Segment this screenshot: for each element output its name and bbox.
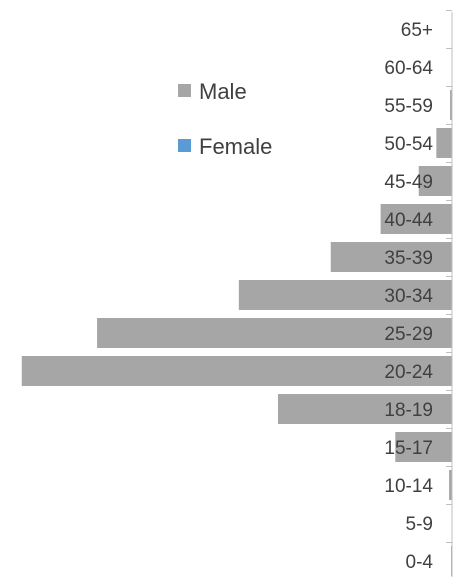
axis-ticks (446, 10, 452, 543)
male-bar-10-14 (449, 470, 452, 500)
male-bar-25-29 (97, 318, 453, 348)
category-label-25-29: 25-29 (384, 324, 433, 345)
male-bar-50-54 (436, 128, 452, 158)
legend: Male Female (178, 79, 272, 159)
category-label-65+: 65+ (401, 20, 433, 41)
category-label-20-24: 20-24 (384, 362, 433, 383)
legend-swatch-female (178, 139, 191, 152)
category-label-15-17: 15-17 (384, 438, 433, 459)
category-label-30-34: 30-34 (384, 286, 433, 307)
male-bar-30-34 (238, 280, 452, 310)
legend-label-female: Female (199, 134, 272, 159)
male-bar-40-44 (380, 204, 452, 234)
category-label-35-39: 35-39 (384, 248, 433, 269)
category-label-5-9: 5-9 (406, 514, 433, 535)
male-bar-35-39 (330, 242, 452, 272)
male-bar-15-17 (395, 432, 452, 462)
male-bar-45-49 (418, 166, 452, 196)
category-label-40-44: 40-44 (384, 210, 433, 231)
category-label-55-59: 55-59 (384, 96, 433, 117)
legend-swatch-male (178, 84, 191, 97)
category-label-10-14: 10-14 (384, 476, 433, 497)
category-labels: 65+ 60-64 55-59 50-54 45-49 40-44 35-39 30-34 25… (384, 20, 433, 573)
category-label-0-4: 0-4 (406, 552, 434, 573)
category-label-60-64: 60-64 (384, 58, 433, 79)
category-label-45-49: 45-49 (384, 172, 433, 193)
category-label-18-19: 18-19 (384, 400, 433, 421)
legend-label-male: Male (199, 79, 247, 104)
male-bar-55-59 (450, 90, 452, 120)
category-label-50-54: 50-54 (384, 134, 433, 155)
male-bar-18-19 (277, 394, 452, 424)
male-bars (21, 90, 453, 576)
male-bar-20-24 (21, 356, 453, 386)
